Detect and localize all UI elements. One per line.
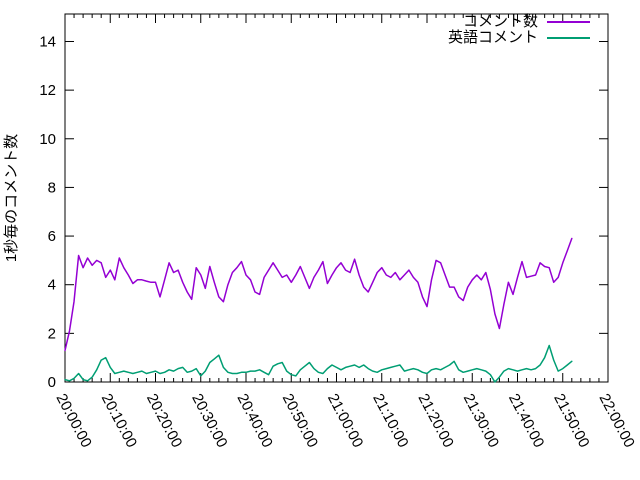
x-tick-label: 20:30:00: [188, 391, 230, 451]
x-tick-label: 21:00:00: [324, 391, 366, 451]
series-line-english-comments: [64, 344, 573, 383]
legend-item-english-comments: 英語コメント: [448, 30, 590, 45]
y-tick-label: 6: [48, 228, 56, 245]
legend-line-sample-comments: [547, 20, 590, 23]
legend: コメント数 英語コメント: [448, 14, 590, 45]
y-tick-label: 4: [48, 277, 56, 294]
y-tick-label: 14: [39, 33, 56, 50]
x-tick-label: 21:50:00: [550, 391, 592, 451]
x-tick-label: 22:00:00: [595, 391, 637, 451]
legend-label-comments: コメント数: [462, 13, 538, 30]
legend-line-sample-english-comments: [547, 36, 590, 39]
x-tick-label: 20:10:00: [98, 391, 140, 451]
plot-frame: [64, 13, 609, 383]
x-tick-label: 21:10:00: [369, 391, 411, 451]
x-tick-label: 20:00:00: [52, 391, 94, 451]
legend-item-comments: コメント数: [448, 14, 590, 29]
x-tick-label: 20:40:00: [233, 391, 275, 451]
y-tick-label: 8: [48, 179, 56, 196]
y-tick-label: 10: [39, 131, 56, 148]
x-tick-label: 21:30:00: [460, 391, 502, 451]
x-tick-label: 21:20:00: [414, 391, 456, 451]
series-line-comments: [64, 237, 573, 352]
y-tick-label: 0: [48, 374, 56, 391]
x-tick-label: 20:50:00: [279, 391, 321, 451]
legend-label-english-comments: 英語コメント: [447, 29, 538, 46]
y-axis-title: 1秒毎のコメント数: [3, 134, 20, 262]
x-tick-label: 21:40:00: [505, 391, 547, 451]
y-tick-label: 2: [48, 325, 56, 342]
x-tick-label: 20:20:00: [143, 391, 185, 451]
y-tick-label: 12: [39, 82, 56, 99]
